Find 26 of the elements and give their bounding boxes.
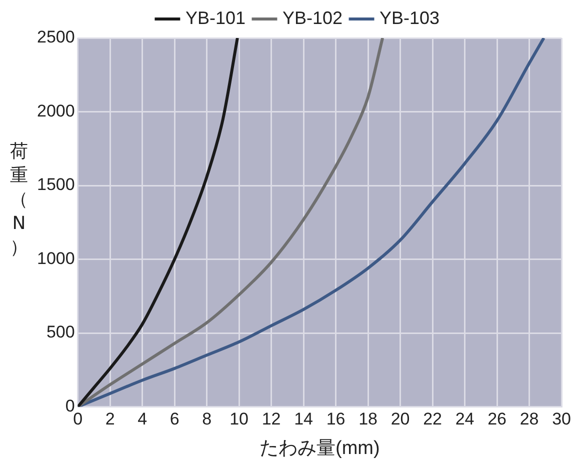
- x-tick-label: 24: [455, 410, 474, 429]
- y-tick-label: 0: [65, 396, 75, 416]
- x-tick-label: 18: [358, 410, 378, 429]
- x-tick-label: 8: [202, 410, 212, 429]
- x-tick-label: 6: [170, 410, 180, 429]
- y-tick-label: 1500: [36, 175, 75, 194]
- x-tick-label: 16: [326, 410, 346, 429]
- x-tick-label: 2: [105, 410, 115, 429]
- x-tick-label: 28: [520, 410, 539, 429]
- legend-label: YB-101: [185, 8, 246, 28]
- x-tick-label: 14: [294, 410, 314, 429]
- legend-label: YB-103: [380, 8, 440, 28]
- x-tick-label: 20: [390, 410, 410, 429]
- x-tick-label: 30: [552, 410, 572, 429]
- y-tick-label: 1000: [36, 248, 75, 268]
- x-tick-label: 10: [230, 410, 249, 429]
- x-tick-label: 22: [423, 410, 442, 429]
- x-tick-label: 26: [488, 410, 507, 429]
- y-tick-label: 2000: [36, 101, 75, 120]
- legend-label: YB-102: [282, 8, 343, 28]
- x-tick-label: 4: [138, 410, 148, 429]
- x-axis-title: たわみ量(mm): [260, 438, 380, 459]
- y-tick-label: 500: [46, 322, 75, 342]
- x-tick-label: 12: [262, 410, 281, 429]
- y-tick-label: 2500: [36, 28, 75, 47]
- y-axis-title: 荷重（N）: [9, 140, 29, 260]
